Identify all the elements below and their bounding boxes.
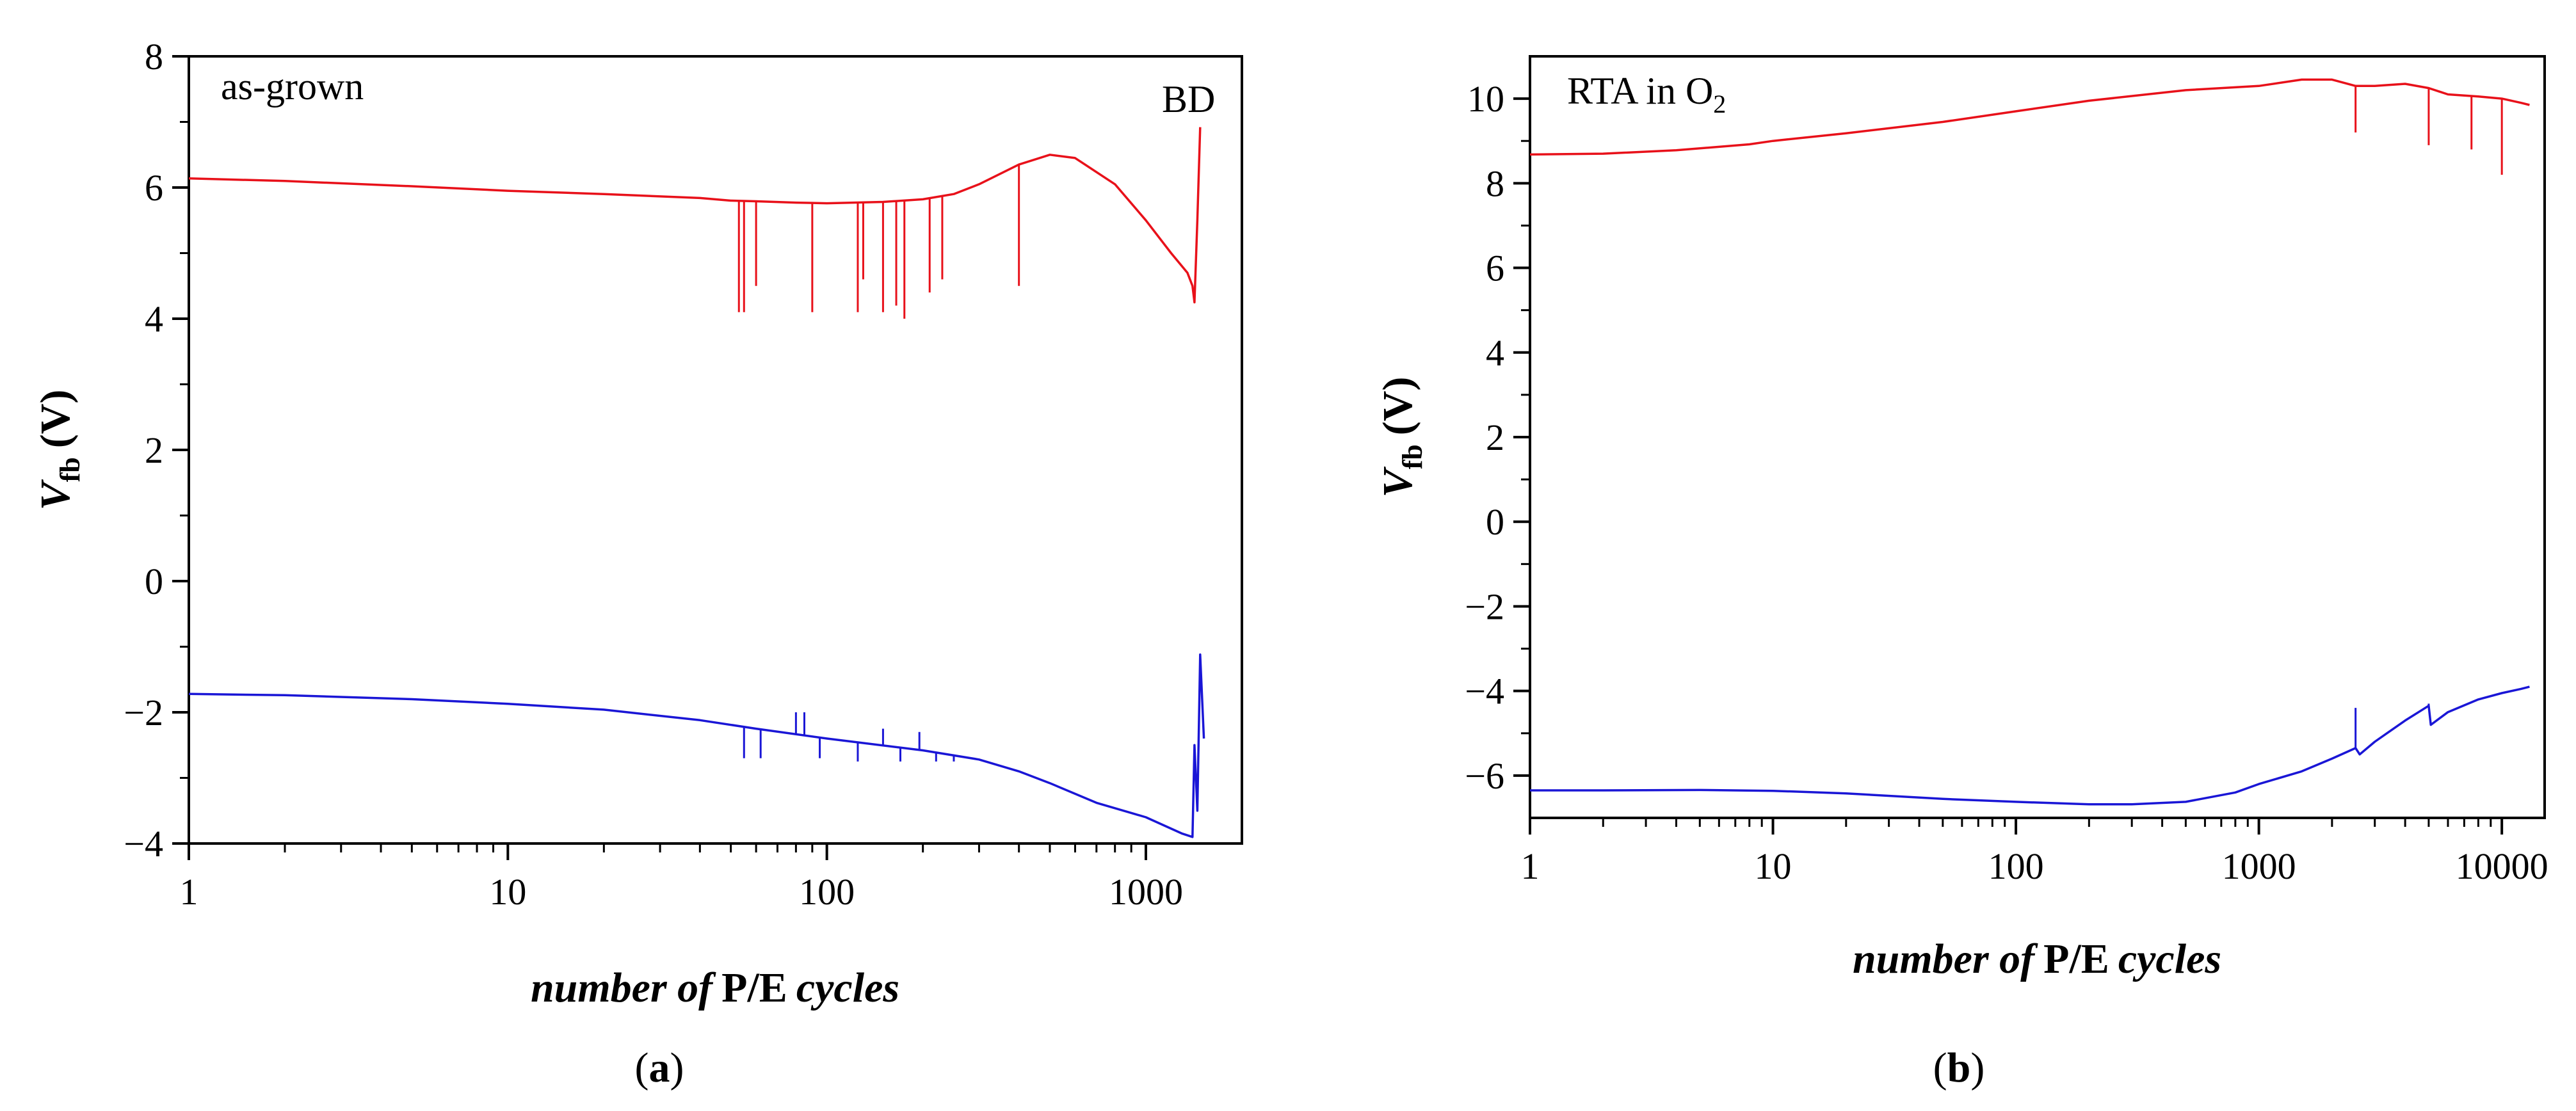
x-label-roman-b: P/E — [2043, 936, 2109, 982]
x-axis-label-a: number of P/E cycles — [531, 964, 899, 1011]
series-a — [188, 127, 1205, 838]
y-tick-label-a: 4 — [145, 298, 163, 340]
x-tick-label-a: 100 — [799, 871, 855, 913]
caption-a: (a) — [635, 1044, 684, 1091]
y-tick-label-a: 2 — [145, 429, 163, 471]
y-label-unit-b: (V) — [1374, 377, 1421, 436]
x-tick-label-b: 1000 — [2222, 845, 2296, 887]
x-tick-label-a: 1 — [180, 871, 198, 913]
x-tick-label-a: 1000 — [1109, 871, 1183, 913]
series-a-0-line — [188, 127, 1202, 304]
x-label-italic2-b: cycles — [2118, 936, 2221, 982]
caption-b: (b) — [1933, 1044, 1985, 1091]
series-b — [1529, 78, 2530, 806]
y-axis-label-a: Vfb (V) — [32, 390, 86, 511]
x-tick-label-a: 10 — [489, 871, 526, 913]
y-tick-label-b: 6 — [1486, 248, 1504, 289]
panel-a: 1 10 100 1000 8 6 4 2 0 −2 −4 as-grown BD Vfb (V) n… — [32, 36, 1243, 1091]
x-label-italic-a: number of — [531, 964, 716, 1011]
y-label-sub-b: fb — [1397, 444, 1428, 469]
caption-letter-a: a — [649, 1044, 670, 1091]
y-tick-label-b: −6 — [1465, 755, 1504, 797]
annotation-rta-main: RTA in O — [1567, 70, 1713, 112]
y-tick-label-a: 6 — [145, 167, 163, 209]
series-a-1-line — [188, 653, 1205, 838]
x-label-italic2-a: cycles — [796, 964, 899, 1011]
annotation-rta-sub: 2 — [1713, 90, 1726, 118]
y-tick-label-a: 8 — [145, 36, 163, 77]
x-tick-label-b: 1 — [1521, 845, 1540, 887]
y-tick-label-a: 0 — [145, 561, 163, 602]
y-label-main-a: V — [32, 479, 79, 510]
y-tick-label-b: 2 — [1486, 417, 1504, 458]
y-label-sub-a: fb — [54, 457, 86, 482]
x-tick-label-b: 10000 — [2456, 845, 2548, 887]
y-tick-label-b: 0 — [1486, 501, 1504, 543]
caption-letter-b: b — [1947, 1044, 1971, 1091]
y-tick-label-a: −4 — [124, 823, 163, 865]
plot-frame-b — [1529, 55, 2546, 819]
y-tick-label-b: 4 — [1486, 332, 1504, 374]
x-tick-label-b: 100 — [1988, 845, 2044, 887]
y-tick-label-b: 8 — [1486, 163, 1504, 204]
x-label-roman-a: P/E — [721, 964, 787, 1011]
y-tick-label-b: −2 — [1465, 586, 1504, 627]
annotation-as-grown: as-grown — [221, 65, 364, 108]
ticks-a: 1 10 100 1000 8 6 4 2 0 −2 −4 — [124, 36, 1183, 913]
y-label-main-b: V — [1374, 466, 1421, 497]
x-label-italic-b: number of — [1853, 936, 2038, 982]
annotation-rta-in-o2: RTA in O2 — [1567, 70, 1726, 118]
y-tick-label-b: 10 — [1467, 78, 1504, 120]
y-tick-label-b: −4 — [1465, 671, 1504, 712]
series-b-1-line — [1530, 685, 2530, 806]
series-b-0-line — [1529, 78, 2530, 156]
x-axis-label-b: number of P/E cycles — [1853, 936, 2221, 982]
x-tick-label-b: 10 — [1755, 845, 1792, 887]
y-tick-label-a: −2 — [124, 692, 163, 733]
ticks-b: 1 10 100 1000 10000 10 8 6 4 2 0 −2 −4 −6 — [1465, 78, 2548, 887]
y-label-unit-a: (V) — [32, 390, 79, 449]
plot-frame-a — [188, 55, 1243, 845]
annotation-bd: BD — [1162, 78, 1215, 120]
y-axis-label-b: Vfb (V) — [1374, 377, 1428, 498]
